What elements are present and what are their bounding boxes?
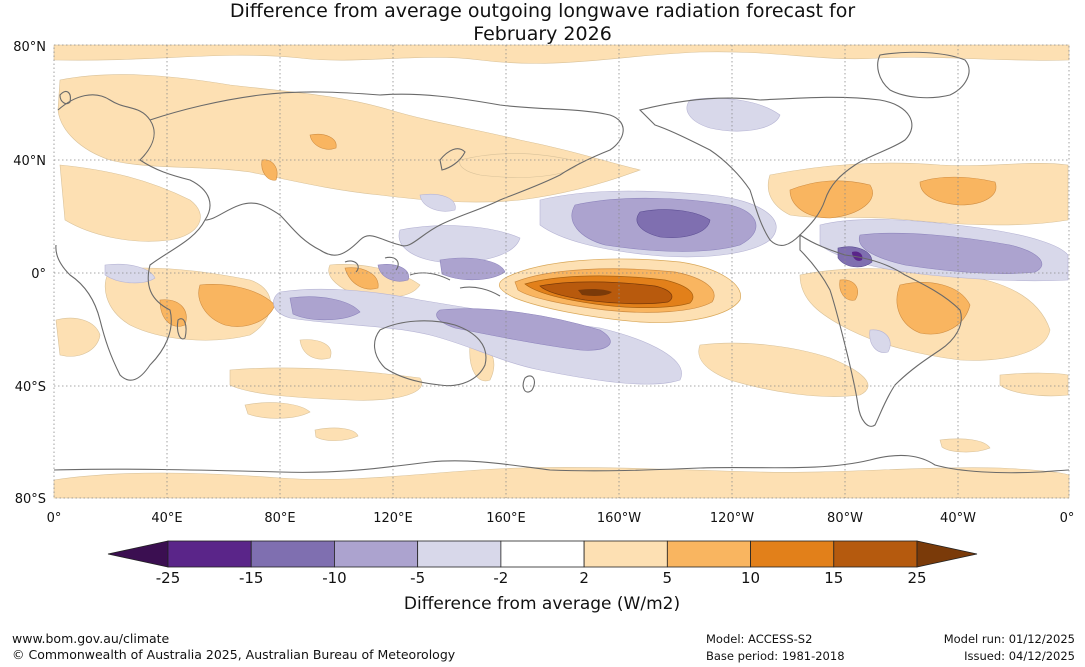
lon-label: 120°W [710, 511, 754, 526]
lat-label: 40°N [13, 154, 46, 169]
colorbar-tick-label: -25 [156, 569, 181, 587]
colorbar-tick-label: 5 [663, 569, 673, 587]
lat-label: 0° [31, 267, 46, 282]
source-url: www.bom.gov.au/climate [12, 631, 170, 646]
lon-label: 0° [1060, 511, 1075, 526]
copyright: © Commonwealth of Australia 2025, Austra… [12, 647, 456, 662]
model-name: Model: ACCESS-S2 [706, 632, 813, 646]
colorbar-tick-label: 25 [907, 569, 926, 587]
lon-label: 160°E [486, 511, 526, 526]
colorbar-segment [750, 540, 835, 568]
colorbar-segment [334, 540, 419, 568]
lat-label: 80°N [13, 40, 46, 55]
latitude-labels: 80°N 40°N 0° 40°S 80°S [13, 40, 46, 507]
colorbar-tick-label: 10 [741, 569, 760, 587]
coastlines [53, 51, 1070, 474]
colorbar-segment [500, 540, 585, 568]
lon-label: 80°W [827, 511, 863, 526]
footer-left: www.bom.gov.au/climate © Commonwealth of… [12, 631, 455, 663]
colorbar-title: Difference from average (W/m2) [404, 594, 680, 614]
colorbar-extend-low [107, 540, 169, 568]
colorbar-extend-high [916, 540, 978, 568]
lon-label: 80°E [264, 511, 295, 526]
colorbar-segment [417, 540, 502, 568]
colorbar-segment [167, 540, 252, 568]
colorbar-segment [666, 540, 751, 568]
colorbar-tick-label: -2 [493, 569, 508, 587]
issued-date: Issued: 04/12/2025 [964, 649, 1075, 663]
colorbar-segment [250, 540, 335, 568]
lat-label: 80°S [15, 492, 46, 507]
lon-label: 160°W [597, 511, 641, 526]
chart-title: Difference from average outgoing longwav… [0, 0, 1085, 46]
equatorial-pacific-positive [498, 258, 741, 323]
lon-label: 40°E [151, 511, 182, 526]
negative-strong-patches [636, 209, 873, 268]
title-line-1: Difference from average outgoing longwav… [229, 0, 856, 22]
base-period: Base period: 1981-2018 [706, 649, 845, 663]
lon-label: 120°E [373, 511, 413, 526]
colorbar-tick-labels: -25 -15 -10 -5 -2 2 5 10 15 25 [156, 569, 927, 587]
colorbar-segment [583, 540, 668, 568]
positive-medium-patches [159, 133, 997, 335]
model-run-date: Model run: 01/12/2025 [943, 632, 1075, 646]
footer-dates: Model run: 01/12/2025 Issued: 04/12/2025 [944, 631, 1075, 665]
map-border [53, 44, 1070, 499]
footer-model: Model: ACCESS-S2 Base period: 1981-2018 [706, 631, 845, 665]
colorbar [107, 540, 978, 568]
colorbar-tick-label: -15 [239, 569, 264, 587]
lon-label: 0° [47, 511, 62, 526]
gridlines [54, 45, 1069, 498]
colorbar-segment [833, 540, 918, 568]
colorbar-tick-label: -5 [410, 569, 425, 587]
longitude-labels: 0° 40°E 80°E 120°E 160°E 160°W 120°W 80°… [47, 511, 1075, 526]
lat-label: 40°S [15, 380, 46, 395]
lon-label: 40°W [940, 511, 976, 526]
colorbar-tick-label: 15 [824, 569, 843, 587]
colorbar-tick-label: -10 [322, 569, 347, 587]
colorbar-tick-label: 2 [579, 569, 589, 587]
title-line-2: February 2026 [473, 23, 612, 45]
